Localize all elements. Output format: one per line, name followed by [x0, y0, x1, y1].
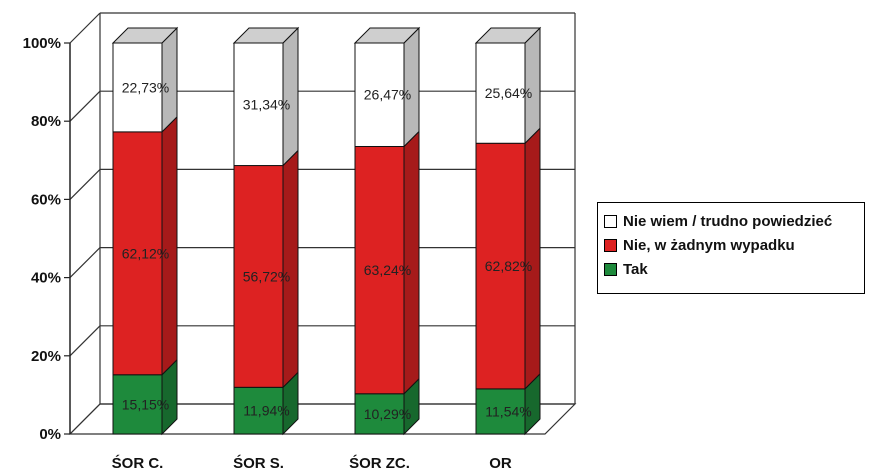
bar-segment: [354, 145, 405, 395]
x-tick-label: ŚOR C.: [112, 454, 164, 472]
bar-segment: [112, 42, 163, 133]
data-label: 31,34%: [243, 96, 290, 112]
legend-item-nie: Nie, w żadnym wypadku: [604, 233, 858, 257]
legend-swatch-nie-wiem: [604, 214, 617, 228]
data-label: 10,29%: [364, 406, 411, 422]
bar-stack-2: 10,29% 63,24% 26,47%: [353, 26, 421, 436]
bar-segment: [233, 386, 284, 435]
legend-item-tak: Tak: [604, 257, 858, 281]
bar-segment: [475, 142, 526, 390]
data-label: 63,24%: [364, 262, 411, 278]
legend-label-nie: Nie, w żadnym wypadku: [623, 236, 795, 254]
bar-segment: [233, 165, 284, 388]
data-label: 26,47%: [364, 87, 411, 103]
bar-stack-1: 11,94% 56,72% 31,34%: [232, 26, 300, 436]
gridline-depth: [69, 90, 101, 122]
bar-segment: [475, 42, 526, 144]
bar-segment: [112, 374, 163, 435]
y-tick-label: 100%: [23, 35, 61, 52]
y-tick-label: 60%: [31, 191, 61, 208]
legend-swatch-tak: [604, 262, 617, 276]
data-label: 11,54%: [485, 403, 531, 419]
gridline-depth: [69, 247, 101, 279]
x-tick-label: ŚOR S.: [233, 454, 284, 472]
legend-label-nie-wiem: Nie wiem / trudno powiedzieć: [623, 212, 833, 230]
bar-segment: [354, 393, 405, 435]
y-tick-label: 40%: [31, 270, 61, 287]
data-label: 11,94%: [243, 403, 289, 419]
data-label: 62,12%: [122, 245, 169, 261]
data-label: 62,82%: [485, 258, 532, 274]
chart-legend: Nie wiem / trudno powiedzieć Nie, w żadn…: [597, 202, 865, 294]
gridline-depth: [69, 168, 101, 200]
data-label: 22,73%: [122, 79, 169, 95]
gridline-depth: [69, 12, 101, 44]
gridline-depth: [69, 403, 101, 435]
y-tick-label: 0%: [39, 426, 61, 443]
bar-stack-0: 15,15% 62,12% 22,73%: [111, 26, 179, 436]
gridline-depth: [69, 325, 101, 357]
legend-label-tak: Tak: [623, 260, 648, 278]
bar-segment: [233, 42, 284, 167]
x-tick-label: ŚOR ZC.: [349, 454, 410, 472]
bar-segment: [354, 42, 405, 147]
back-wall: [100, 13, 575, 404]
x-tick-label: OR: [489, 455, 512, 472]
data-label: 15,15%: [122, 396, 169, 412]
data-label: 25,64%: [485, 85, 532, 101]
legend-swatch-nie: [604, 238, 617, 252]
y-tick-label: 80%: [31, 113, 61, 130]
y-tick-label: 20%: [31, 348, 61, 365]
data-label: 56,72%: [243, 268, 290, 284]
legend-item-nie-wiem: Nie wiem / trudno powiedzieć: [604, 209, 858, 233]
bar-segment: [475, 388, 526, 435]
bar-stack-3: 11,54% 62,82% 25,64%: [474, 26, 542, 436]
